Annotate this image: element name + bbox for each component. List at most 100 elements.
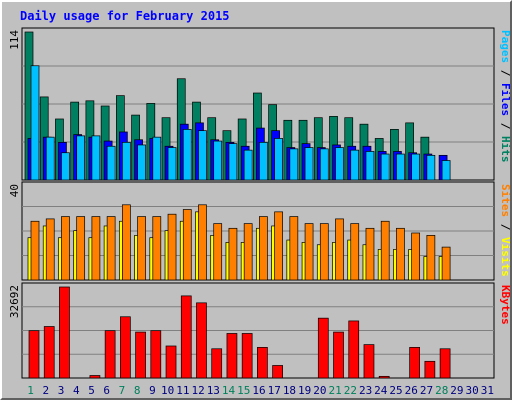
series-axis-label: Sites / Visits (499, 184, 510, 277)
bar-kbytes-day-14 (226, 333, 238, 379)
bar-kbytes-day-28 (439, 348, 451, 379)
x-tick-label-22: 22 (344, 384, 357, 397)
bar-pages-day-13 (213, 140, 223, 181)
bar-kbytes-day-20 (317, 317, 329, 379)
bar-kbytes-day-13 (211, 348, 223, 379)
x-tick-label-5: 5 (88, 384, 95, 397)
bar-sites-day-7 (122, 204, 131, 281)
bar-sites-day-4 (76, 216, 86, 281)
x-tick-label-18: 18 (283, 384, 296, 397)
bar-sites-day-23 (365, 227, 375, 281)
bar-sites-day-9 (152, 216, 162, 281)
series-axis-label-part: Sites (499, 184, 510, 217)
bar-kbytes-day-8 (135, 331, 146, 379)
bar-kbytes-day-6 (104, 330, 116, 379)
bar-kbytes-day-26 (409, 347, 420, 379)
bar-pages-day-18 (289, 148, 299, 181)
bar-pages-day-16 (259, 142, 268, 181)
x-tick-label-25: 25 (389, 384, 402, 397)
bar-pages-day-21 (335, 147, 344, 181)
bar-pages-day-17 (274, 138, 283, 181)
bar-pages-day-14 (228, 143, 238, 181)
bar-sites-day-18 (289, 216, 299, 281)
series-axis-label: Pages / Files / Hits (499, 30, 510, 163)
bar-sites-day-15 (243, 223, 253, 281)
bar-sites-day-1 (30, 220, 40, 281)
x-tick-label-8: 8 (134, 384, 141, 397)
bar-pages-day-6 (106, 145, 116, 181)
x-tick-label-4: 4 (73, 384, 80, 397)
x-tick-label-19: 19 (298, 384, 311, 397)
bar-sites-day-14 (228, 227, 238, 281)
x-tick-label-14: 14 (222, 384, 236, 397)
x-tick-label-30: 30 (466, 384, 479, 397)
series-axis-label-part: Pages (499, 30, 510, 63)
y-max-label: 40 (8, 184, 21, 197)
bar-pages-day-7 (122, 142, 131, 181)
x-tick-label-6: 6 (103, 384, 110, 397)
bar-pages-day-11 (182, 129, 192, 181)
bar-kbytes-day-21 (333, 331, 344, 379)
y-max-label: 32692 (8, 285, 21, 318)
bar-kbytes-day-1 (28, 330, 40, 379)
bar-pages-day-15 (243, 149, 253, 181)
bar-pages-day-8 (137, 144, 146, 181)
bar-kbytes-day-17 (272, 365, 283, 379)
x-tick-label-26: 26 (405, 384, 418, 397)
bar-pages-day-19 (304, 147, 314, 181)
x-tick-label-24: 24 (374, 384, 388, 397)
bar-pages-day-5 (91, 135, 101, 181)
bar-sites-day-11 (182, 209, 192, 281)
bar-kbytes-day-27 (424, 360, 436, 379)
bar-sites-day-20 (319, 223, 329, 281)
x-tick-label-28: 28 (435, 384, 448, 397)
bar-pages-day-28 (441, 160, 451, 181)
x-tick-label-12: 12 (191, 384, 204, 397)
bar-pages-day-1 (30, 65, 40, 181)
bar-pages-day-25 (396, 153, 405, 181)
bar-sites-day-13 (213, 223, 223, 281)
x-tick-label-9: 9 (149, 384, 156, 397)
bar-sites-day-21 (335, 218, 344, 281)
bar-kbytes-day-24 (378, 375, 390, 379)
x-tick-label-15: 15 (237, 384, 250, 397)
x-tick-label-27: 27 (420, 384, 433, 397)
series-axis-label: KBytes (499, 285, 510, 325)
series-axis-label-part: KBytes (499, 285, 510, 325)
bar-kbytes-day-15 (241, 333, 253, 379)
bar-sites-day-5 (91, 216, 101, 281)
series-axis-label-part: Hits (499, 136, 510, 163)
series-axis-label-part: / (499, 63, 510, 83)
bar-sites-day-28 (441, 246, 451, 281)
bar-pages-day-24 (380, 153, 390, 181)
series-axis-label-part: Visits (499, 237, 510, 277)
x-tick-label-23: 23 (359, 384, 372, 397)
x-tick-label-31: 31 (481, 384, 494, 397)
bar-pages-day-9 (152, 136, 162, 181)
x-tick-label-1: 1 (27, 384, 34, 397)
bar-pages-day-20 (319, 148, 329, 181)
bar-pages-day-27 (426, 154, 436, 181)
x-tick-label-11: 11 (176, 384, 189, 397)
x-tick-label-2: 2 (43, 384, 50, 397)
bar-pages-day-2 (45, 136, 55, 181)
x-tick-label-17: 17 (268, 384, 281, 397)
bar-kbytes-day-9 (150, 330, 162, 379)
bar-kbytes-day-2 (43, 326, 55, 379)
x-tick-label-10: 10 (161, 384, 174, 397)
bar-kbytes-day-11 (180, 295, 192, 379)
bar-pages-day-12 (198, 130, 207, 181)
series-axis-label-part: Files (499, 83, 510, 116)
bar-sites-day-3 (61, 216, 70, 281)
x-tick-label-20: 20 (313, 384, 326, 397)
y-max-label: 114 (8, 30, 21, 50)
bar-kbytes-day-22 (348, 320, 360, 379)
x-tick-label-21: 21 (329, 384, 342, 397)
bar-sites-day-6 (106, 216, 116, 281)
bar-pages-day-26 (411, 153, 420, 181)
bar-sites-day-17 (274, 211, 283, 281)
bar-sites-day-26 (411, 232, 420, 281)
bar-kbytes-day-7 (120, 316, 131, 379)
